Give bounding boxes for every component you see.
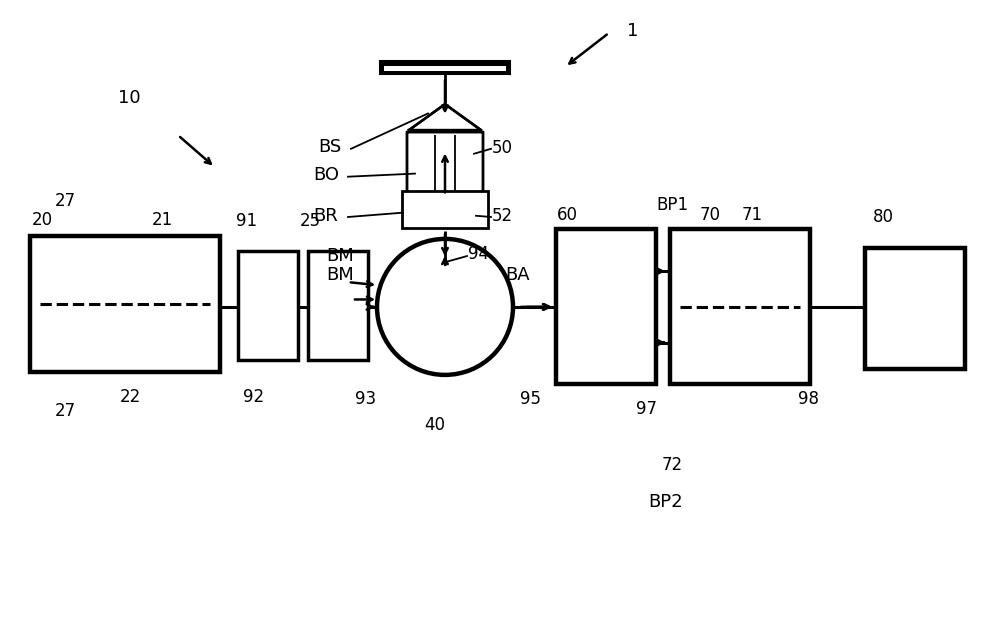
Text: BS: BS xyxy=(318,138,341,156)
Text: BA: BA xyxy=(505,265,530,284)
Text: BP1: BP1 xyxy=(656,195,688,214)
Polygon shape xyxy=(409,104,481,130)
Circle shape xyxy=(377,239,513,375)
Text: 60: 60 xyxy=(557,206,578,224)
Text: 80: 80 xyxy=(873,208,894,226)
Text: 25: 25 xyxy=(300,212,321,231)
Text: 52: 52 xyxy=(492,206,513,225)
Text: 98: 98 xyxy=(798,389,819,408)
Text: 94: 94 xyxy=(468,245,489,264)
Text: 71: 71 xyxy=(742,206,763,224)
Text: 97: 97 xyxy=(636,400,657,419)
Text: BO: BO xyxy=(313,166,339,185)
Text: 27: 27 xyxy=(55,192,76,211)
Text: 95: 95 xyxy=(520,389,541,408)
Text: 27: 27 xyxy=(55,402,76,420)
Bar xyxy=(30,236,220,372)
Text: BR: BR xyxy=(313,206,338,225)
Bar xyxy=(380,61,510,74)
Text: 20: 20 xyxy=(32,211,53,229)
Text: 10: 10 xyxy=(118,89,141,107)
Bar xyxy=(556,229,656,384)
Text: 70: 70 xyxy=(700,206,721,224)
Bar xyxy=(670,229,810,384)
Bar xyxy=(238,251,298,360)
Text: 1: 1 xyxy=(627,22,638,40)
Text: 72: 72 xyxy=(662,456,683,474)
Bar xyxy=(384,66,506,71)
Text: BP2: BP2 xyxy=(648,493,683,512)
Text: BM: BM xyxy=(326,265,354,284)
Text: 50: 50 xyxy=(492,138,513,157)
Bar xyxy=(402,191,488,228)
Text: 93: 93 xyxy=(355,389,376,408)
Text: 92: 92 xyxy=(243,388,264,406)
Text: 22: 22 xyxy=(120,388,141,406)
FancyBboxPatch shape xyxy=(407,132,483,208)
Text: 40: 40 xyxy=(424,415,445,434)
Text: 91: 91 xyxy=(236,212,257,231)
Text: 21: 21 xyxy=(152,211,173,229)
Bar xyxy=(308,251,368,360)
Bar xyxy=(865,248,965,369)
Text: BM: BM xyxy=(326,247,354,265)
